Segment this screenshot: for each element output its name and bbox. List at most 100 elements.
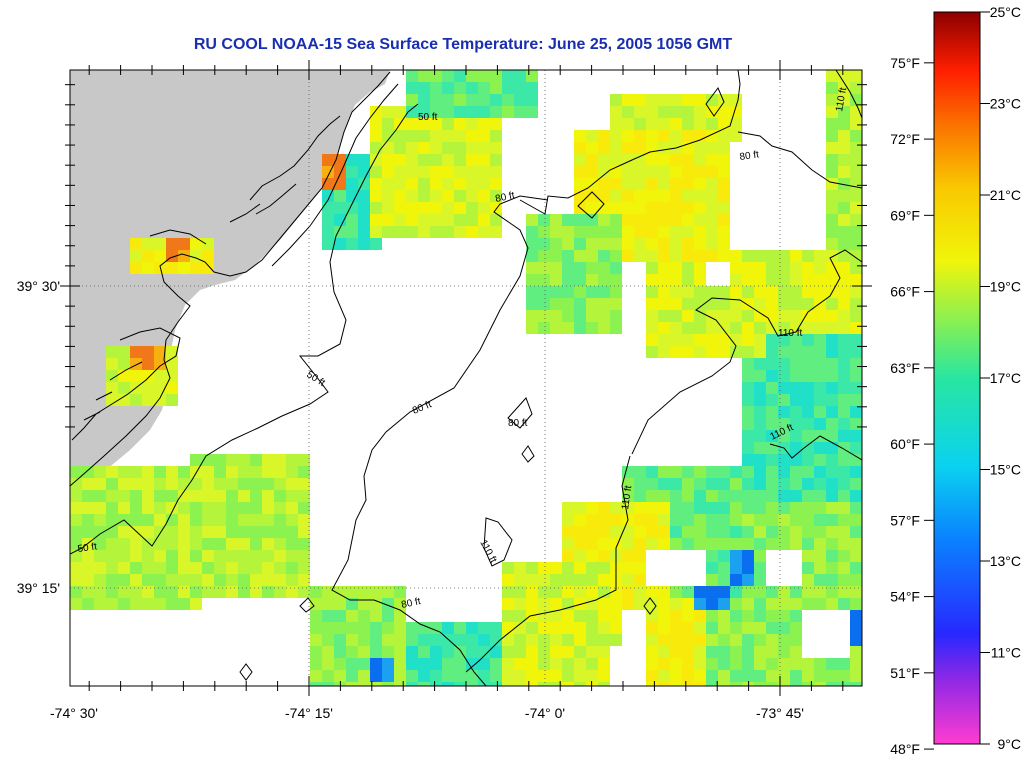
sst-pixel [706,94,718,106]
sst-pixel [70,598,82,610]
sst-pixel [790,406,802,418]
sst-pixel [502,70,514,82]
sst-pixel [526,82,538,94]
sst-pixel [742,382,754,394]
sst-pixel [574,130,586,142]
sst-pixel [550,586,562,598]
sst-pixel [142,598,154,610]
sst-pixel [358,586,370,598]
sst-pixel [286,574,298,586]
sst-pixel [718,154,730,166]
sst-pixel [322,646,334,658]
sst-pixel [226,502,238,514]
sst-pixel [622,190,634,202]
sst-pixel [850,334,862,346]
sst-pixel [802,286,814,298]
sst-pixel [826,178,838,190]
sst-pixel [346,214,358,226]
sst-pixel [466,154,478,166]
sst-pixel [226,574,238,586]
sst-pixel [814,346,826,358]
sst-pixel [574,514,586,526]
sst-pixel [190,490,202,502]
sst-pixel [106,370,118,382]
sst-pixel [322,154,334,166]
sst-pixel [718,334,730,346]
sst-pixel [550,262,562,274]
sst-pixel [262,502,274,514]
sst-pixel [754,358,766,370]
sst-pixel [406,670,418,682]
sst-pixel [718,646,730,658]
sst-pixel [358,154,370,166]
sst-pixel [706,298,718,310]
sst-pixel [634,130,646,142]
sst-pixel [718,478,730,490]
sst-pixel [466,226,478,238]
sst-pixel [250,538,262,550]
sst-pixel [682,262,694,274]
sst-pixel [790,670,802,682]
x-axis-labels: -74° 30' -74° 15' -74° 0' -73° 45' [50,705,804,721]
sst-pixel [838,286,850,298]
sst-pixel [538,322,550,334]
sst-pixel [586,310,598,322]
sst-pixel [394,178,406,190]
sst-pixel [838,562,850,574]
sst-pixel [826,526,838,538]
sst-pixel [742,610,754,622]
sst-pixel [646,94,658,106]
sst-pixel [490,658,502,670]
sst-pixel [850,538,862,550]
sst-pixel [682,214,694,226]
sst-pixel [226,538,238,550]
sst-pixel [742,322,754,334]
sst-pixel [598,598,610,610]
sst-pixel [562,622,574,634]
sst-pixel [814,526,826,538]
sst-pixel [706,502,718,514]
sst-pixel [826,322,838,334]
sst-pixel [382,202,394,214]
sst-pixel [526,670,538,682]
sst-pixel [646,190,658,202]
sst-pixel [406,142,418,154]
sst-pixel [346,238,358,250]
sst-pixel [838,418,850,430]
depth-contours [70,70,862,686]
sst-pixel [766,466,778,478]
sst-pixel [550,598,562,610]
sst-pixel [370,142,382,154]
sst-pixel [586,562,598,574]
sst-pixel [754,598,766,610]
sst-pixel [538,634,550,646]
sst-pixel [370,670,382,682]
sst-pixel [646,214,658,226]
sst-pixel [790,478,802,490]
sst-pixel [598,610,610,622]
sst-pixel [670,682,682,686]
sst-pixel [838,130,850,142]
sst-pixel [610,202,622,214]
sst-pixel [406,70,418,82]
sst-pixel [238,466,250,478]
sst-pixel [250,454,262,466]
sst-pixel [562,250,574,262]
sst-pixel [754,454,766,466]
x-tick-label: -74° 0' [525,705,565,721]
sst-pixel [238,490,250,502]
sst-pixel [610,634,622,646]
sst-pixel [718,214,730,226]
sst-pixel [706,178,718,190]
sst-pixel [214,514,226,526]
sst-pixel [826,202,838,214]
sst-pixel [802,538,814,550]
sst-pixel [490,178,502,190]
sst-pixel [850,118,862,130]
sst-pixel [622,478,634,490]
sst-pixel [706,466,718,478]
contour-label: 80 ft [494,190,516,205]
sst-pixel [322,682,334,686]
sst-pixel [742,418,754,430]
sst-pixel [358,646,370,658]
